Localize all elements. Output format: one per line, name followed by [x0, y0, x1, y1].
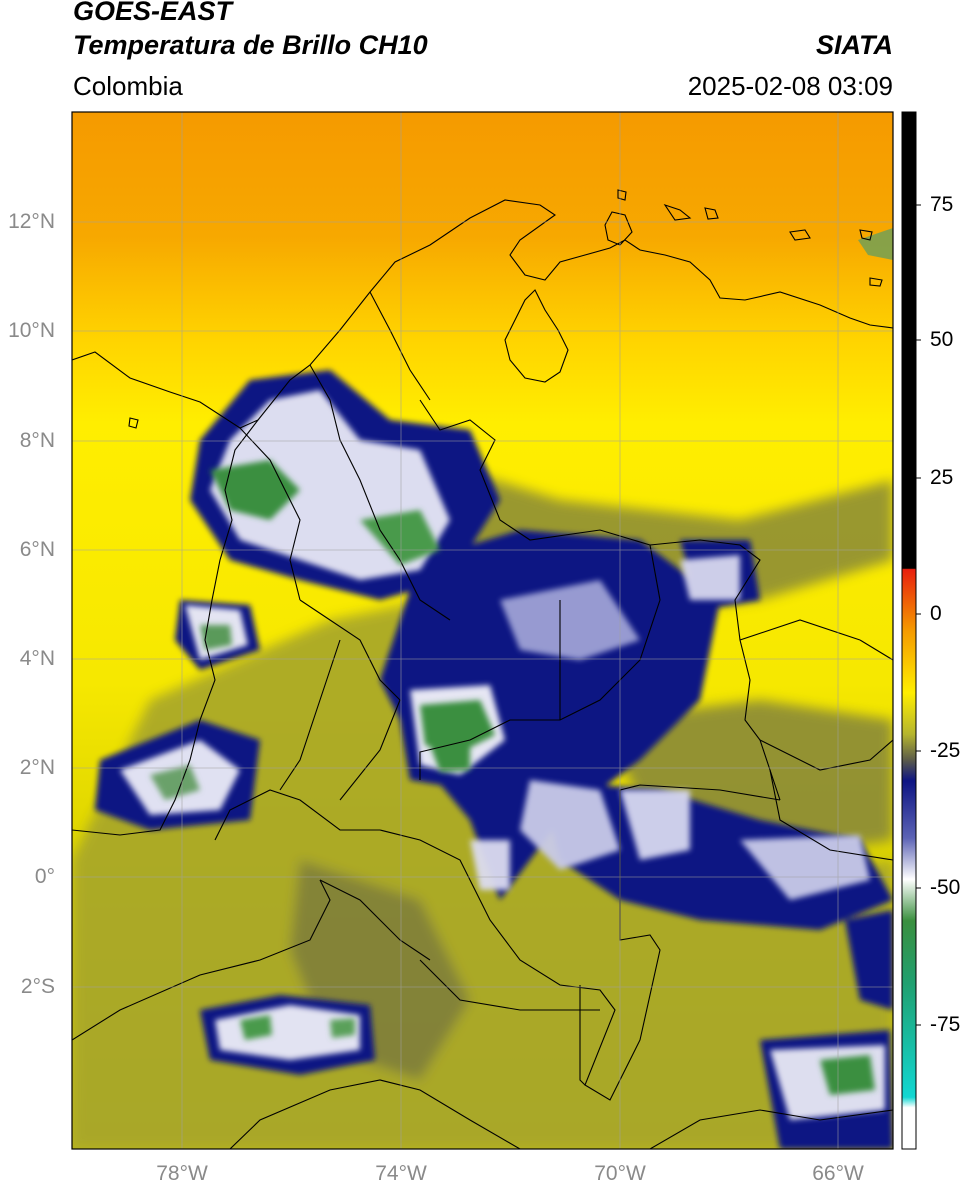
lat-label-0: 0° — [34, 865, 55, 888]
lat-label-12n: 12°N — [8, 210, 55, 233]
lat-label-2s: 2°S — [20, 975, 55, 998]
colorbar-tick-50: 50 — [930, 328, 954, 351]
colorbar-tick-neg50: -50 — [930, 876, 961, 899]
colorbar-ramp — [902, 112, 916, 1149]
lat-label-6n: 6°N — [19, 538, 55, 561]
lon-label-74w: 74°W — [375, 1162, 427, 1185]
colorbar-tick-25: 25 — [930, 466, 954, 489]
region-label: Colombia — [73, 71, 183, 101]
lat-label-4n: 4°N — [19, 647, 55, 670]
lon-label-66w: 66°W — [812, 1162, 864, 1185]
colorbar — [901, 111, 921, 1150]
satellite-image — [72, 112, 893, 1149]
organization-label: SIATA — [816, 30, 893, 60]
coastlines-borders — [72, 189, 893, 1149]
lat-label-8n: 8°N — [19, 429, 55, 452]
satellite-title: GOES-EAST — [73, 0, 233, 26]
graticule — [72, 112, 893, 1149]
lon-label-78w: 78°W — [156, 1162, 208, 1185]
map-frame — [71, 111, 894, 1150]
colorbar-tick-neg75: -75 — [930, 1013, 961, 1036]
colorbar-tick-75: 75 — [930, 193, 954, 216]
timestamp-label: 2025-02-08 03:09 — [687, 71, 893, 101]
lon-label-70w: 70°W — [594, 1162, 646, 1185]
product-title: Temperatura de Brillo CH10 — [73, 30, 428, 60]
colorbar-tick-neg25: -25 — [930, 739, 961, 762]
lat-label-2n: 2°N — [19, 756, 55, 779]
colorbar-tick-0: 0 — [930, 602, 942, 625]
lat-label-10n: 10°N — [8, 319, 55, 342]
